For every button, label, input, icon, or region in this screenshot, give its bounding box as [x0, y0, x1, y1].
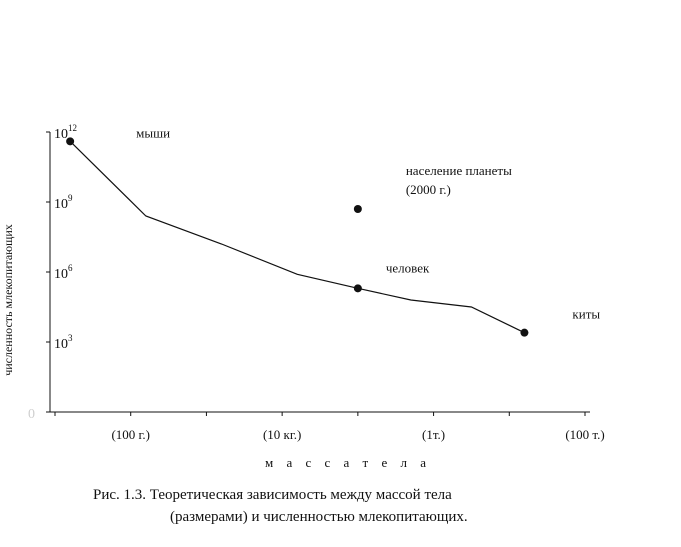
chart-ticks: 0 103 106 109 1012 (100 г.) (10 кг.) (1т.) (100 …: [28, 123, 605, 442]
data-point: [353, 284, 362, 293]
point-label: население планеты: [406, 163, 512, 178]
y-tick-label: 103: [54, 333, 73, 352]
series-line: [69, 140, 525, 334]
y-tick-label: 109: [54, 193, 73, 212]
data-point: [353, 205, 362, 213]
y-tick-exponent: 3: [68, 333, 73, 343]
x-tick-label: (1т.): [422, 427, 445, 442]
point-label-line2: (2000 г.): [406, 182, 451, 197]
data-point: [66, 137, 75, 146]
point-label: человек: [386, 260, 430, 275]
y-tick-label: 1012: [54, 123, 77, 142]
chart-points: мыши человек киты население планеты (2000 г.…: [66, 125, 600, 337]
y-tick-label: 106: [54, 263, 73, 282]
x-tick-label: (10 кг.): [263, 427, 301, 442]
y-tick-exponent: 6: [68, 263, 73, 273]
x-axis-label: м а с с а т е л а: [265, 455, 432, 470]
y-tick-label: 0: [28, 407, 35, 422]
data-point: [520, 328, 529, 337]
y-tick-exponent: 9: [68, 193, 73, 203]
chart-series: [69, 140, 525, 334]
y-tick-exponent: 12: [68, 123, 77, 133]
x-tick-label: (100 г.): [111, 427, 150, 442]
figure-caption-line1: Рис. 1.3. Теоретическая зависимость межд…: [93, 487, 452, 503]
figure-caption-line2: (размерами) и численностью млекопитающих…: [170, 509, 468, 525]
point-label: мыши: [136, 125, 170, 140]
point-label: киты: [572, 307, 600, 322]
y-axis-label: численность млекопитающих: [1, 224, 15, 376]
x-tick-label: (100 т.): [565, 427, 604, 442]
